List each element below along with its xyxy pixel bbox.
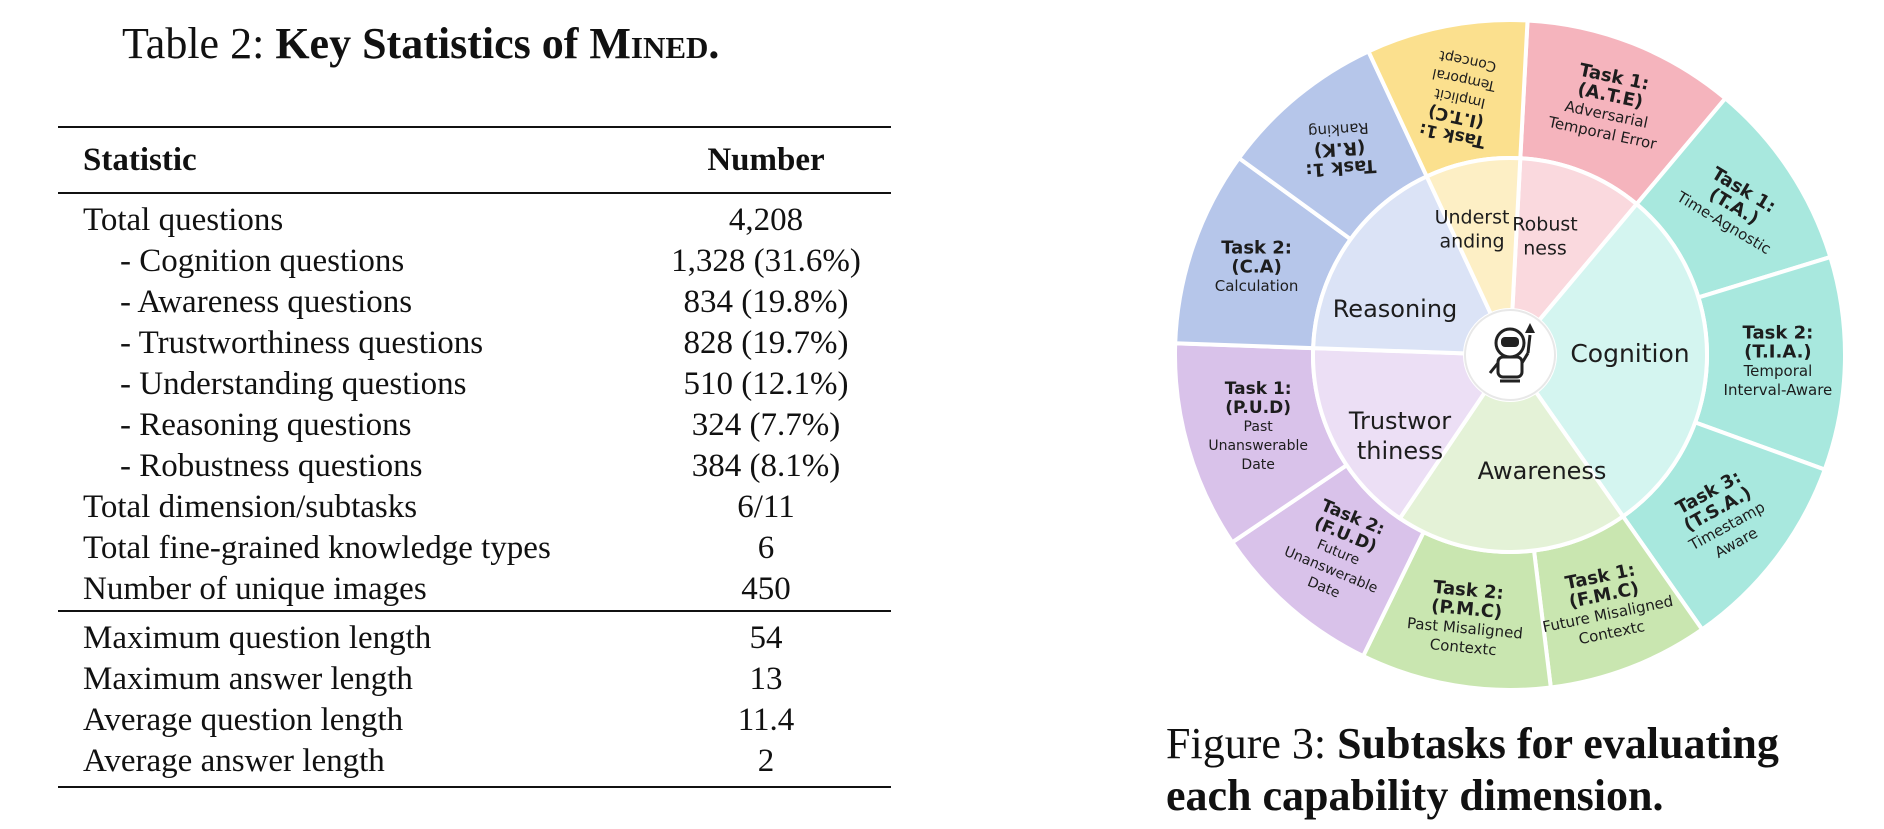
dimension-label-reasoning: Reasoning <box>1333 295 1458 323</box>
row-label: Maximum answer length <box>83 661 413 697</box>
row-label: - Trustworthiness questions <box>120 325 484 361</box>
subtask-label-pud: Task 1:(P.U.D)Past Unanswerable Date <box>1208 379 1308 473</box>
subtask-label-rk-line: (R.K) <box>1313 137 1366 161</box>
header-number: Number <box>641 126 891 194</box>
table-header-row: Statistic Number <box>58 126 891 194</box>
dimension-label-awareness: Awareness <box>1478 457 1607 485</box>
dimension-label-understanding: Underst <box>1435 207 1510 229</box>
figure-caption: Figure 3: Subtasks for evaluating each ca… <box>1166 719 1779 820</box>
dimension-label-trust: Trustwor <box>1348 407 1451 435</box>
subtask-label-tia-line: (T.I.A.) <box>1744 342 1811 363</box>
row-value: 4,208 <box>728 202 804 238</box>
dimension-ring <box>1311 156 1709 554</box>
subtask-label-rk: Task 1:(R.K)Ranking <box>1305 119 1377 181</box>
robot-icon <box>1464 309 1556 401</box>
row-label: Number of unique images <box>83 571 427 607</box>
row-label: Average answer length <box>58 741 641 788</box>
row-label: - Awareness questions <box>120 284 413 320</box>
table-row: Total dimension/subtasks 6/11 <box>58 487 891 528</box>
table-row: - Trustworthiness questions 828 (19.7%) <box>58 323 891 364</box>
subtask-label-ca-line: Calculation <box>1215 277 1299 295</box>
subtask-label-ca-line: Task 2: <box>1221 238 1292 259</box>
table-row: Average question length 11.4 <box>58 700 891 741</box>
table-row: - Reasoning questions 324 (7.7%) <box>58 405 891 446</box>
table-row: Average answer length 2 <box>58 741 891 788</box>
subtask-label-tia-line: Task 2: <box>1743 323 1814 344</box>
statistics-table: Statistic Number Total questions 4,208 - … <box>58 126 891 788</box>
subtask-label-ca-line: (C.A) <box>1231 257 1281 278</box>
row-value: 828 (19.7%) <box>683 325 849 361</box>
table-row: Total fine-grained knowledge types 6 <box>58 528 891 569</box>
dimension-label-robustness: ness <box>1523 237 1567 259</box>
row-label: - Reasoning questions <box>120 407 412 443</box>
row-value: 510 (12.1%) <box>683 366 849 402</box>
table-row: Number of unique images 450 <box>58 569 891 611</box>
table-row: Maximum question length 54 <box>58 610 891 659</box>
dimension-label-trust: thiness <box>1357 437 1443 465</box>
row-value: 6 <box>757 530 775 566</box>
subtask-label-pud-line: Date <box>1241 457 1274 473</box>
table-caption: Table 2: Key Statistics of Mined. <box>122 19 720 68</box>
row-label: Total fine-grained knowledge types <box>83 530 551 566</box>
table-row: Maximum answer length 13 <box>58 659 891 700</box>
table-row: - Awareness questions 834 (19.8%) <box>58 282 891 323</box>
row-value: 450 <box>741 571 791 607</box>
subtask-label-tia-line: Interval-Aware <box>1724 381 1833 399</box>
subtask-label-ca: Task 2:(C.A)Calculation <box>1215 238 1299 296</box>
dimension-label-understanding: anding <box>1439 230 1504 252</box>
subtask-label-tia-line: Temporal <box>1743 362 1813 380</box>
row-label: Total questions <box>83 202 284 238</box>
subtask-label-rk-line: Task 1: <box>1305 155 1377 181</box>
capability-wheel: Cognition Awareness Trustworthiness Reasoni… <box>1173 18 1847 692</box>
row-label: - Understanding questions <box>120 366 467 402</box>
row-label: Average question length <box>83 702 404 738</box>
subtask-label-pud-line: Past <box>1244 419 1274 435</box>
row-label: Total dimension/subtasks <box>83 489 418 525</box>
row-value: 54 <box>641 610 891 659</box>
row-value: 2 <box>641 741 891 788</box>
subtask-label-pud-line: (P.U.D) <box>1225 398 1291 418</box>
row-value: 324 (7.7%) <box>691 407 841 443</box>
row-label: - Cognition questions <box>120 243 405 279</box>
table-row: Total questions 4,208 <box>58 193 891 241</box>
table-row: - Robustness questions 384 (8.1%) <box>58 446 891 487</box>
row-label: Maximum question length <box>58 610 641 659</box>
row-label: - Robustness questions <box>120 448 423 484</box>
row-value: 11.4 <box>737 702 795 738</box>
dimension-label-robustness: Robust <box>1512 214 1577 236</box>
table-row: - Cognition questions 1,328 (31.6%) <box>58 241 891 282</box>
subtask-ring <box>1173 18 1847 692</box>
dimension-label-cognition: Cognition <box>1570 339 1689 368</box>
row-value: 834 (19.8%) <box>683 284 849 320</box>
header-statistic: Statistic <box>58 126 641 194</box>
subtask-label-pud-line: Task 1: <box>1225 379 1292 399</box>
table-row: - Understanding questions 510 (12.1%) <box>58 364 891 405</box>
subtask-label-rk-line: Ranking <box>1307 119 1369 141</box>
row-value: 1,328 (31.6%) <box>671 243 861 279</box>
row-value: 384 (8.1%) <box>691 448 841 484</box>
subtask-label-pud-line: Unanswerable <box>1208 438 1308 454</box>
row-value: 13 <box>749 661 783 697</box>
row-value: 6/11 <box>737 489 795 525</box>
dimension-labels: Cognition Awareness Trustworthiness Reasoni… <box>1333 207 1690 485</box>
